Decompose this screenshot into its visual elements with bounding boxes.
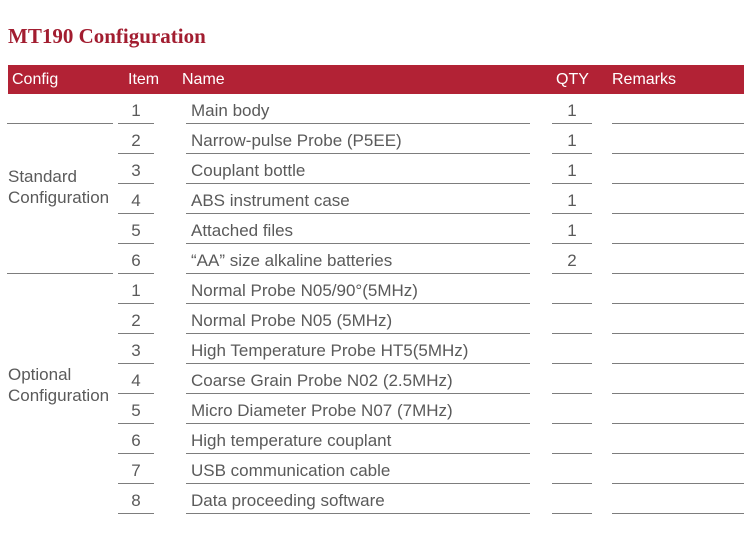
name-cell: Normal Probe N05/90°(5MHz) xyxy=(186,274,530,304)
qty-cell xyxy=(552,364,592,394)
name-cell: “AA” size alkaline batteries xyxy=(186,244,530,274)
qty-cell xyxy=(552,484,592,514)
table-row: 6 High temperature couplant xyxy=(0,424,750,454)
qty-cell: 1 xyxy=(552,94,592,124)
table-row: 4 ABS instrument case 1 xyxy=(0,184,750,214)
item-cell: 3 xyxy=(118,334,154,364)
column-header-qty: QTY xyxy=(556,70,589,88)
item-cell: 1 xyxy=(118,274,154,304)
name-cell: ABS instrument case xyxy=(186,184,530,214)
name-cell: Couplant bottle xyxy=(186,154,530,184)
table-row: 4 Coarse Grain Probe N02 (2.5MHz) xyxy=(0,364,750,394)
qty-cell: 1 xyxy=(552,124,592,154)
table-row: 6 “AA” size alkaline batteries 2 xyxy=(0,244,750,274)
column-header-remarks: Remarks xyxy=(612,70,677,88)
item-cell: 5 xyxy=(118,214,154,244)
item-cell: 7 xyxy=(118,454,154,484)
qty-cell: 1 xyxy=(552,154,592,184)
remarks-cell xyxy=(612,274,744,304)
name-cell: High temperature couplant xyxy=(186,424,530,454)
item-cell: 1 xyxy=(118,94,154,124)
table-row: 5 Micro Diameter Probe N07 (7MHz) xyxy=(0,394,750,424)
name-cell: High Temperature Probe HT5(5MHz) xyxy=(186,334,530,364)
name-cell: Micro Diameter Probe N07 (7MHz) xyxy=(186,394,530,424)
name-cell: Attached files xyxy=(186,214,530,244)
table-row: 3 Couplant bottle 1 xyxy=(0,154,750,184)
remarks-cell xyxy=(612,124,744,154)
item-cell: 5 xyxy=(118,394,154,424)
item-cell: 6 xyxy=(118,424,154,454)
qty-cell: 1 xyxy=(552,214,592,244)
qty-cell: 1 xyxy=(552,184,592,214)
table-row: 7 USB communication cable xyxy=(0,454,750,484)
name-cell: Narrow-pulse Probe (P5EE) xyxy=(186,124,530,154)
name-cell: USB communication cable xyxy=(186,454,530,484)
config-group-divider xyxy=(7,272,113,274)
remarks-cell xyxy=(612,424,744,454)
remarks-cell xyxy=(612,184,744,214)
item-cell: 4 xyxy=(118,364,154,394)
item-cell: 6 xyxy=(118,244,154,274)
remarks-cell xyxy=(612,244,744,274)
item-cell: 2 xyxy=(118,124,154,154)
remarks-cell xyxy=(612,484,744,514)
qty-cell xyxy=(552,274,592,304)
column-header-item: Item xyxy=(128,70,160,88)
table-row: 5 Attached files 1 xyxy=(0,214,750,244)
qty-cell xyxy=(552,454,592,484)
table-row: 1 Normal Probe N05/90°(5MHz) xyxy=(0,274,750,304)
item-cell: 8 xyxy=(118,484,154,514)
table-header-row: Config Item Name QTY Remarks xyxy=(8,65,744,94)
table-row: 2 Normal Probe N05 (5MHz) xyxy=(0,304,750,334)
remarks-cell xyxy=(612,334,744,364)
item-cell: 2 xyxy=(118,304,154,334)
item-cell: 3 xyxy=(118,154,154,184)
name-cell: Coarse Grain Probe N02 (2.5MHz) xyxy=(186,364,530,394)
remarks-cell xyxy=(612,94,744,124)
qty-cell xyxy=(552,394,592,424)
page-title: MT190 Configuration xyxy=(8,24,206,48)
item-cell: 4 xyxy=(118,184,154,214)
qty-cell xyxy=(552,304,592,334)
remarks-cell xyxy=(612,364,744,394)
remarks-cell xyxy=(612,304,744,334)
column-header-name: Name xyxy=(182,70,225,88)
table-row: 3 High Temperature Probe HT5(5MHz) xyxy=(0,334,750,364)
column-header-config: Config xyxy=(12,70,59,88)
config-group-divider xyxy=(7,122,113,124)
remarks-cell xyxy=(612,154,744,184)
qty-cell xyxy=(552,334,592,364)
remarks-cell xyxy=(612,394,744,424)
table-row: 8 Data proceeding software xyxy=(0,484,750,514)
name-cell: Data proceeding software xyxy=(186,484,530,514)
name-cell: Main body xyxy=(186,94,530,124)
qty-cell xyxy=(552,424,592,454)
qty-cell: 2 xyxy=(552,244,592,274)
config-group-label-optional: Optional Configuration xyxy=(8,365,110,405)
table-row: 1 Main body 1 xyxy=(0,94,750,124)
name-cell: Normal Probe N05 (5MHz) xyxy=(186,304,530,334)
remarks-cell xyxy=(612,454,744,484)
table-row: 2 Narrow-pulse Probe (P5EE) 1 xyxy=(0,124,750,154)
remarks-cell xyxy=(612,214,744,244)
config-group-label-standard: Standard Configuration xyxy=(8,167,110,207)
